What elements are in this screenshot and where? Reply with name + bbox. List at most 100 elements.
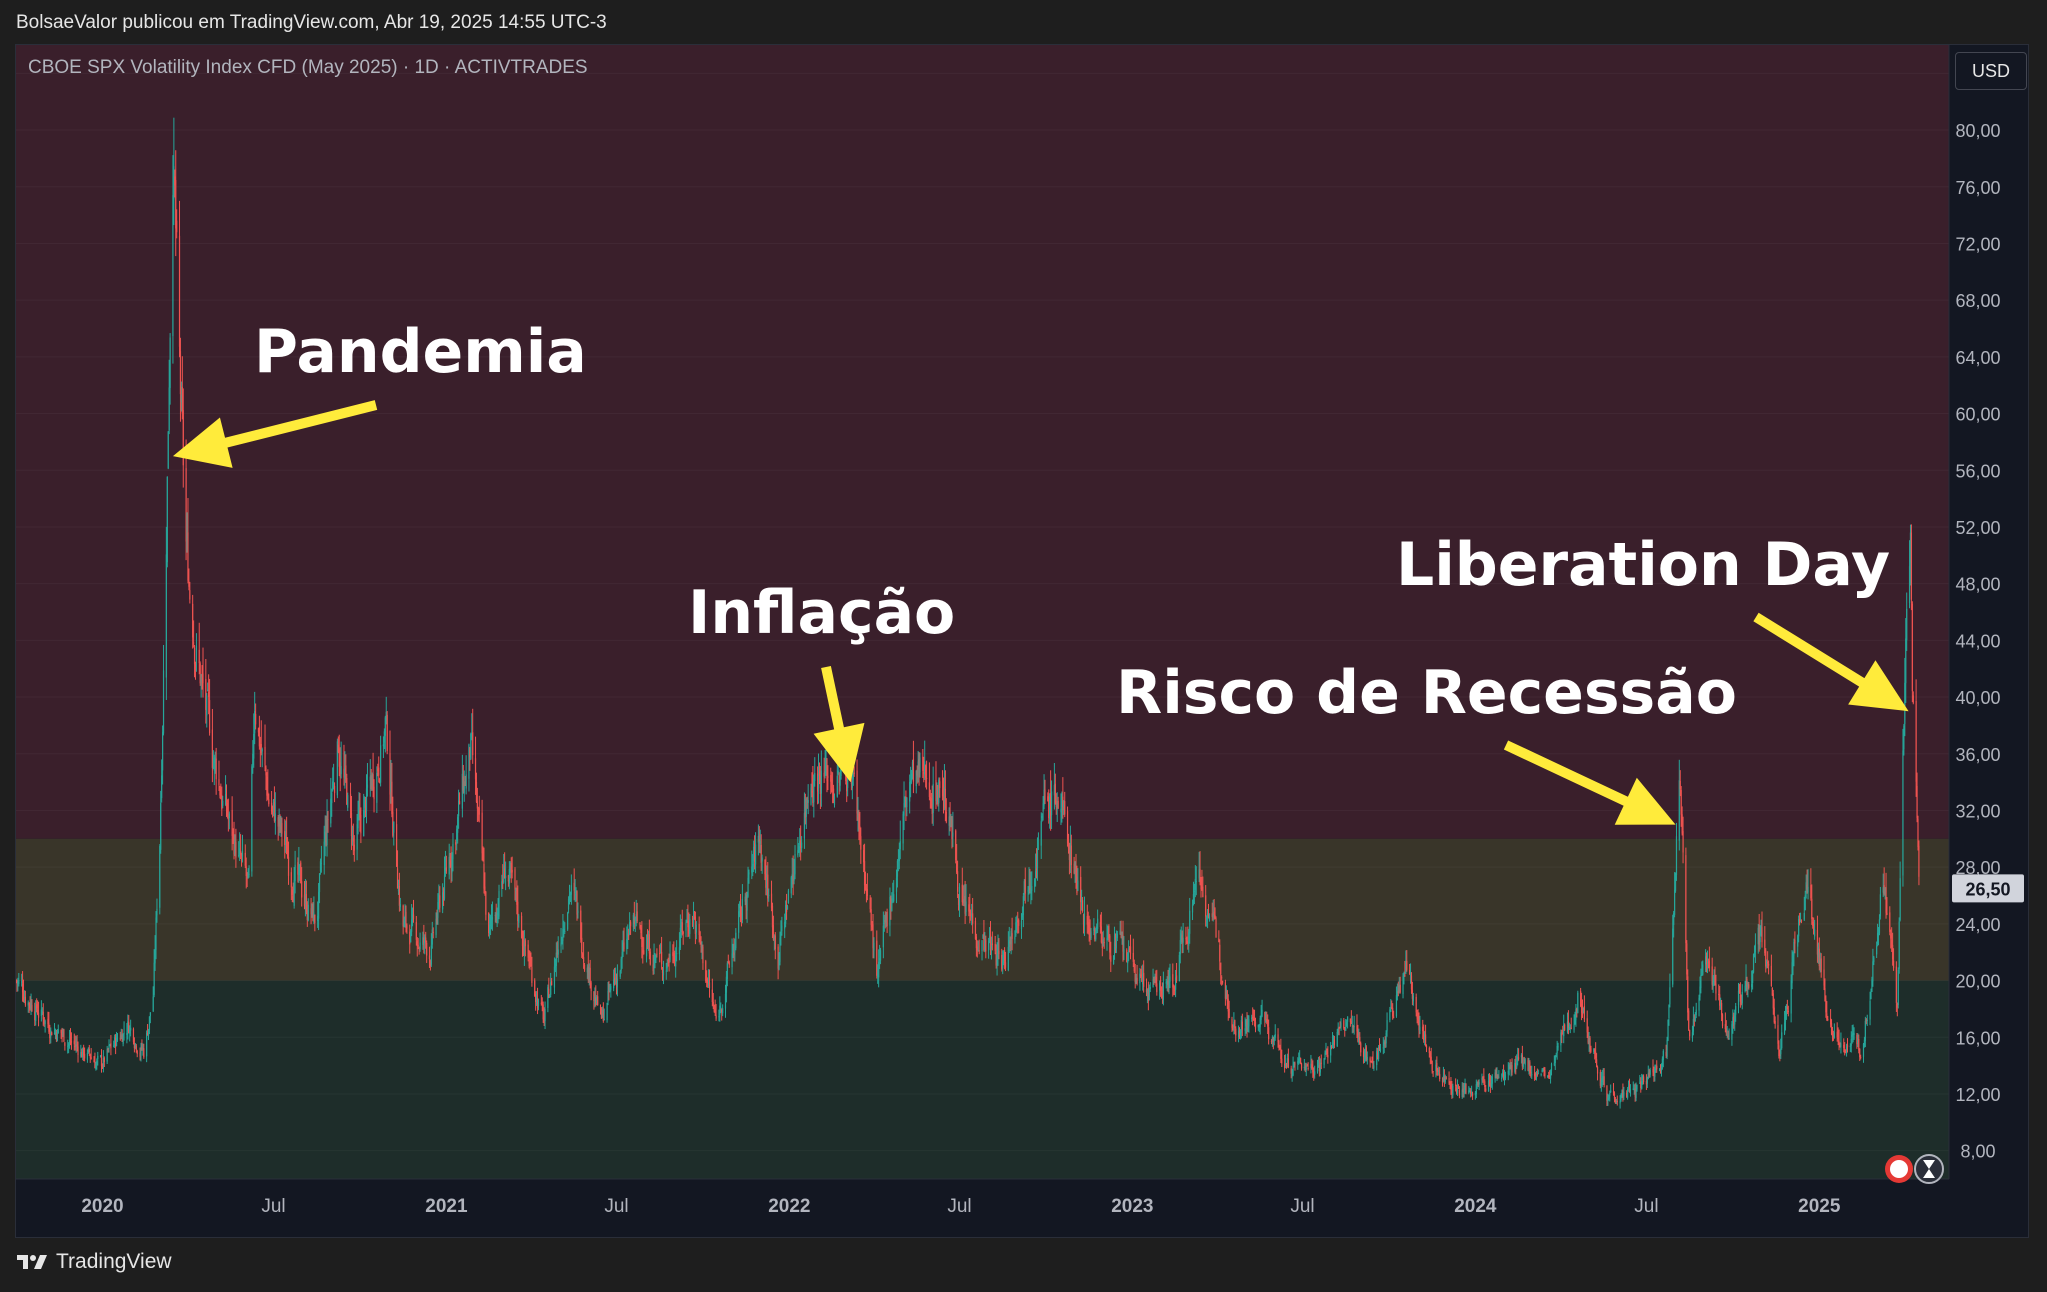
candle-body: [1794, 939, 1796, 944]
candle-body: [1461, 1089, 1463, 1097]
candle-body: [35, 1005, 37, 1022]
candle-body: [1852, 1033, 1854, 1036]
candle-body: [799, 840, 801, 845]
candle-body: [1272, 1037, 1274, 1042]
candle-body: [1692, 1018, 1694, 1032]
candle-body: [1765, 950, 1767, 967]
candle-body: [640, 927, 642, 934]
candle-body: [1044, 789, 1046, 801]
candle-body: [1180, 933, 1182, 942]
chart-title[interactable]: CBOE SPX Volatility Index CFD (May 2025)…: [28, 57, 588, 78]
candle-body: [1444, 1075, 1446, 1082]
candle-body: [1260, 1015, 1262, 1020]
candle-body: [390, 781, 392, 793]
candle-body: [1224, 982, 1227, 999]
grid-layer: [16, 72, 1949, 1152]
candle-body: [1885, 887, 1887, 913]
candle-body: [1306, 1065, 1308, 1067]
candle-body: [751, 866, 753, 873]
candle-body: [851, 781, 853, 788]
candle-body: [168, 387, 170, 431]
candle-body: [577, 910, 579, 914]
candle-body: [915, 770, 917, 787]
candle-body: [1728, 1038, 1730, 1040]
currency-button[interactable]: USD: [1955, 52, 2027, 90]
tradingview-brand[interactable]: TradingView: [16, 1250, 172, 1274]
candle-body: [291, 889, 293, 896]
chart-frame[interactable]: Pandemia Inflação Risco de Recessão Liberat…: [15, 44, 2029, 1238]
candle-body: [173, 166, 175, 200]
last-price-badge: [1952, 874, 2024, 903]
candle-body: [489, 924, 491, 935]
candle-body: [267, 791, 269, 800]
candle-body: [1298, 1058, 1300, 1063]
candle-body: [1174, 989, 1176, 991]
candle-body: [75, 1044, 77, 1047]
candle-body: [1764, 939, 1766, 953]
candle-body: [1449, 1083, 1451, 1086]
candle-body: [350, 812, 353, 837]
candle-body: [193, 647, 196, 665]
candle-body: [1518, 1057, 1520, 1059]
candle-body: [1813, 923, 1815, 935]
candle-body: [1830, 1022, 1833, 1034]
candle-body: [452, 844, 454, 860]
candle-body: [1903, 725, 1905, 750]
candle-body: [405, 911, 407, 925]
candle-body: [1573, 1024, 1575, 1030]
candle-body: [149, 1012, 151, 1017]
candle-body: [476, 801, 479, 809]
candle-body: [1264, 1011, 1266, 1021]
candle-body: [1832, 1035, 1835, 1037]
candle-body: [800, 840, 802, 849]
zones-layer: [16, 45, 1949, 1179]
candle-body: [68, 1040, 71, 1044]
candle-body: [364, 799, 367, 813]
candle-body: [994, 944, 996, 951]
candle-body: [398, 885, 401, 906]
candle-body: [1325, 1050, 1327, 1052]
candle-body: [1918, 845, 1920, 877]
candle-body: [806, 798, 808, 800]
candle-body: [343, 768, 345, 778]
candle-body: [1040, 821, 1042, 846]
candle-body: [16, 980, 17, 982]
candle-body: [1556, 1046, 1558, 1054]
candle-body: [1501, 1077, 1503, 1079]
candle-body: [666, 962, 668, 969]
candle-body: [1487, 1080, 1490, 1092]
candle-body: [1201, 887, 1203, 889]
candle-body: [1265, 1021, 1267, 1023]
candle-body: [668, 961, 670, 963]
candle-body: [246, 872, 248, 877]
candle-body: [313, 912, 315, 923]
candle-body: [206, 695, 208, 716]
candle-body: [1826, 1013, 1828, 1020]
candle-body: [837, 770, 839, 774]
candle-body: [260, 743, 262, 754]
candle-body: [833, 796, 836, 805]
candle-body: [120, 1034, 122, 1039]
candle-body: [1702, 964, 1704, 975]
candle-body: [753, 846, 755, 861]
candle-body: [1391, 1007, 1393, 1009]
candle-body: [294, 864, 296, 882]
candle-body: [1857, 1039, 1859, 1043]
candle-body: [417, 944, 419, 947]
candle-body: [1862, 1043, 1865, 1057]
candle-body: [1417, 1016, 1419, 1020]
candle-body: [412, 914, 415, 920]
candle-body: [530, 964, 532, 967]
candle-body: [358, 811, 360, 817]
candle-body: [561, 938, 563, 944]
candle-body: [1528, 1063, 1530, 1072]
candle-body: [1792, 955, 1794, 965]
candle-body: [1254, 1021, 1257, 1029]
candle-body: [333, 784, 335, 786]
candle-body: [1060, 808, 1062, 813]
candle-body: [1686, 943, 1688, 975]
candle-body: [1353, 1025, 1355, 1028]
candle-body: [923, 772, 925, 774]
candle-body: [1593, 1048, 1595, 1052]
